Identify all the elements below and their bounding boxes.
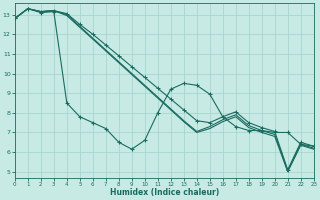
X-axis label: Humidex (Indice chaleur): Humidex (Indice chaleur)	[110, 188, 219, 197]
